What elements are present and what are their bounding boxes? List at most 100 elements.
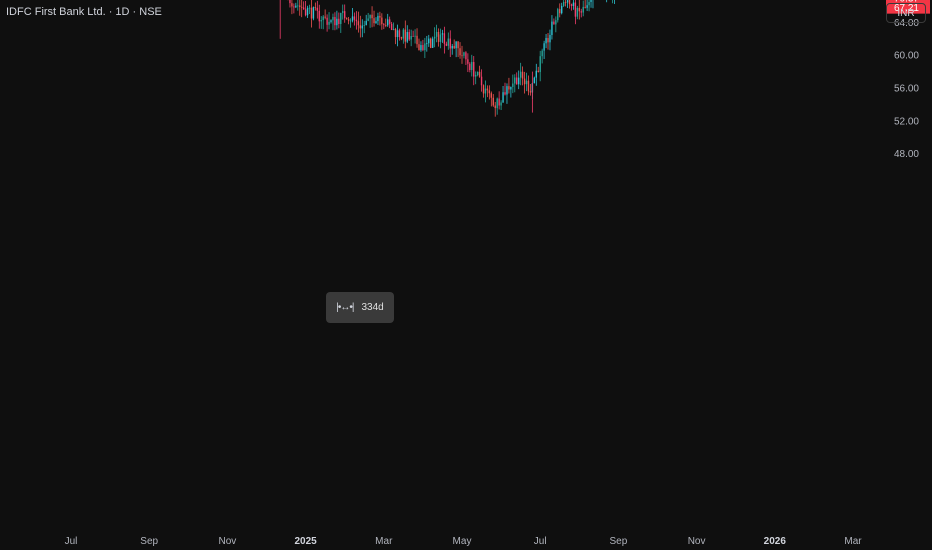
symbol-title: IDFC First Bank Ltd. · 1D · NSE bbox=[6, 6, 162, 18]
candle-body bbox=[373, 18, 375, 24]
candle-body bbox=[367, 18, 369, 21]
candle-body bbox=[447, 38, 450, 46]
y-axis-tick-label: 64.00 bbox=[894, 18, 919, 29]
candle-body bbox=[517, 77, 520, 85]
candle-body bbox=[521, 71, 524, 79]
candle-body bbox=[510, 86, 512, 90]
candle-body bbox=[529, 91, 532, 93]
candle-body bbox=[420, 45, 422, 51]
candle-body bbox=[539, 56, 541, 72]
x-axis-tick-label: Mar bbox=[844, 536, 862, 547]
candle-body bbox=[365, 20, 367, 26]
candle-body bbox=[416, 35, 418, 45]
candle-body bbox=[299, 5, 301, 7]
price-tag bbox=[886, 1, 930, 14]
currency-button[interactable]: INR bbox=[886, 3, 926, 23]
x-axis-tick-label: Jul bbox=[65, 536, 78, 547]
candle-body bbox=[498, 98, 500, 106]
y-axis-tick-label: 56.00 bbox=[894, 84, 919, 95]
candle-body bbox=[377, 15, 379, 22]
candle-body bbox=[455, 41, 457, 49]
candle-body bbox=[318, 10, 320, 22]
candle-body bbox=[330, 20, 332, 22]
candle-body bbox=[476, 71, 479, 75]
x-axis-tick-label: 2026 bbox=[764, 536, 787, 547]
x-axis-tick-label: 2025 bbox=[294, 536, 317, 547]
candle-body bbox=[375, 21, 377, 24]
candle-body bbox=[435, 31, 438, 37]
candle-body bbox=[574, 2, 577, 17]
measure-tooltip: |•↔•| 334d bbox=[326, 292, 394, 323]
candle-body bbox=[332, 16, 334, 21]
candle-body bbox=[527, 80, 530, 92]
candle-body bbox=[355, 19, 358, 22]
candle-body bbox=[502, 92, 504, 103]
candle-body bbox=[551, 21, 553, 35]
candle-body bbox=[295, 5, 297, 8]
candle-body bbox=[430, 38, 432, 48]
candle-body bbox=[492, 97, 494, 106]
candle-body bbox=[480, 76, 483, 86]
candle-body bbox=[349, 20, 352, 22]
candle-body bbox=[344, 11, 346, 19]
candle-body bbox=[559, 9, 561, 14]
candle-body bbox=[304, 9, 307, 16]
candle-body bbox=[422, 45, 424, 51]
candle-body bbox=[340, 12, 342, 24]
candle-body bbox=[555, 20, 557, 25]
candle-body bbox=[553, 21, 555, 25]
candle-body bbox=[566, 0, 569, 3]
candle-body bbox=[533, 77, 536, 84]
candle-body bbox=[392, 28, 395, 30]
candle-body bbox=[371, 14, 373, 19]
candle-body bbox=[357, 21, 360, 26]
candle-body bbox=[441, 33, 444, 35]
x-axis-tick-label: Mar bbox=[375, 536, 393, 547]
candle-body bbox=[390, 23, 393, 30]
candle-body bbox=[410, 36, 412, 40]
candle-body bbox=[387, 19, 389, 26]
candle-body bbox=[359, 25, 362, 29]
candle-body bbox=[584, 6, 586, 8]
candle-body bbox=[580, 11, 582, 13]
candle-body bbox=[504, 92, 506, 95]
candle-body bbox=[562, 1, 565, 6]
candle-body bbox=[465, 52, 467, 60]
candle-body bbox=[486, 88, 489, 91]
x-axis-tick-label: Nov bbox=[688, 536, 706, 547]
candle-body bbox=[361, 25, 363, 29]
x-axis-tick-label: Jul bbox=[534, 536, 547, 547]
candle-body bbox=[383, 24, 385, 26]
candle-body bbox=[324, 16, 326, 18]
candle-body bbox=[326, 17, 328, 25]
candle-body bbox=[496, 98, 498, 109]
candle-body bbox=[310, 7, 313, 19]
candle-body bbox=[320, 20, 322, 22]
candle-body bbox=[561, 5, 563, 14]
candle-body bbox=[351, 16, 354, 21]
candle-body bbox=[525, 80, 528, 85]
candle-body bbox=[297, 5, 299, 7]
candle-body bbox=[568, 0, 571, 5]
candle-body bbox=[490, 93, 493, 98]
candle-body bbox=[293, 6, 295, 8]
candle-body bbox=[381, 17, 383, 25]
candle-body bbox=[338, 18, 340, 24]
candle-body bbox=[308, 7, 311, 9]
candle-body bbox=[478, 71, 481, 77]
candle-body bbox=[316, 7, 319, 11]
candle-body bbox=[535, 70, 537, 78]
candle-body bbox=[586, 5, 588, 8]
candle-body bbox=[388, 19, 391, 24]
candle-body bbox=[519, 71, 522, 78]
candle-body bbox=[494, 105, 496, 109]
candle-body bbox=[471, 62, 473, 71]
candle-body bbox=[394, 28, 397, 38]
y-axis-tick-label: 60.00 bbox=[894, 51, 919, 62]
candle-body bbox=[336, 18, 338, 26]
candle-body bbox=[347, 19, 350, 21]
candle-body bbox=[443, 33, 446, 44]
price-tag-label: 67.21 bbox=[894, 3, 919, 14]
candle-body bbox=[379, 15, 381, 18]
